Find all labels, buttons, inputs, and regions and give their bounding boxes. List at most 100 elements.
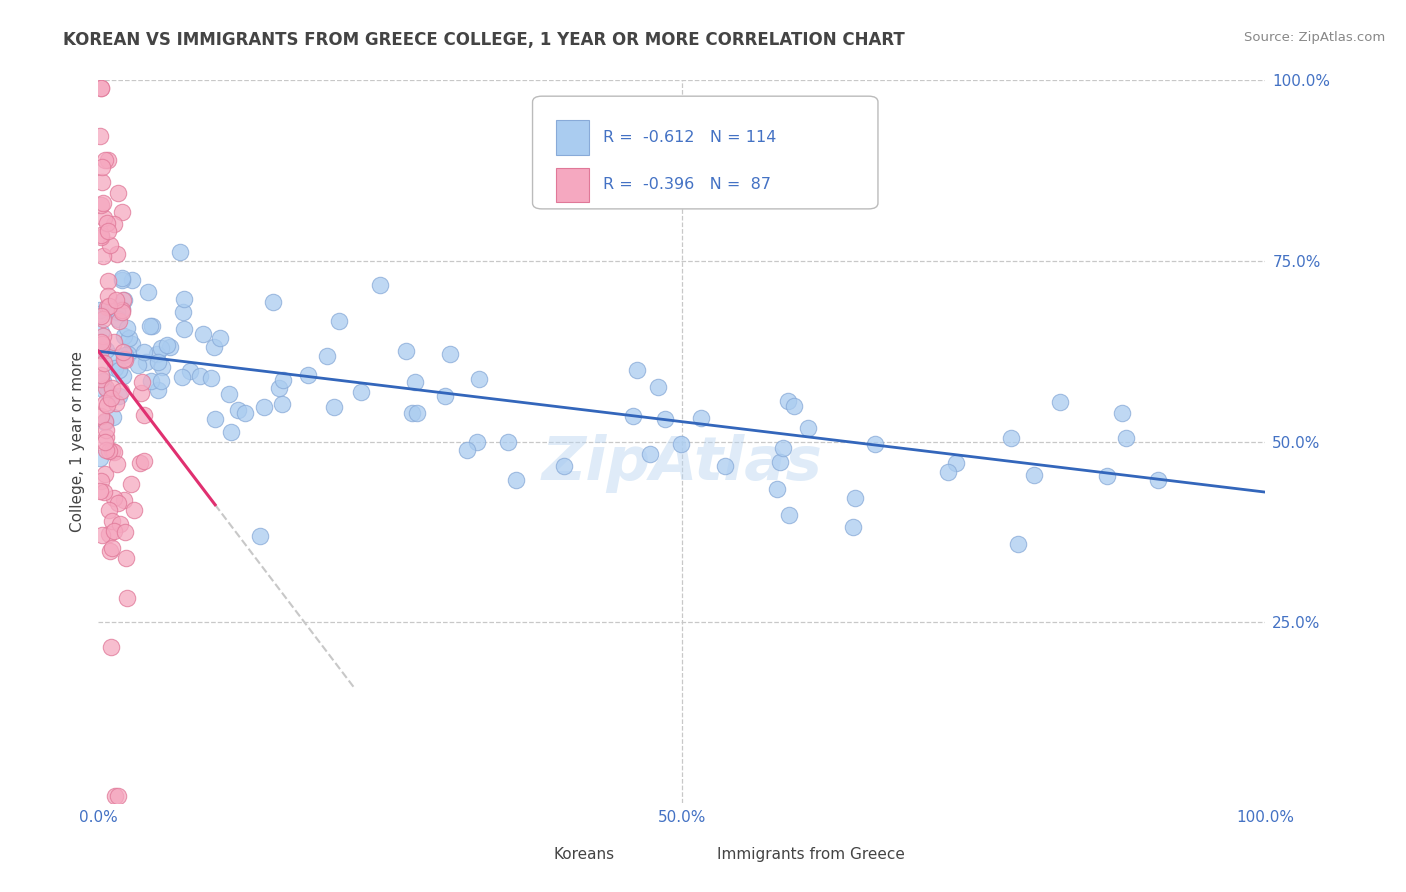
Point [228,403,250,417]
Point [94,430,117,444]
Point [97,384,120,399]
Point [297,368,319,383]
Point [111,204,134,219]
Text: R =  -0.612   N = 114: R = -0.612 N = 114 [603,130,776,145]
Point [91,249,114,263]
Point [103,445,125,459]
Point [90,368,112,382]
Point [93,329,115,343]
Point [204,412,226,426]
Point [114,525,136,540]
Point [146,355,169,369]
Point [112,293,135,307]
Point [404,375,426,389]
Point [93,484,115,499]
Point [90,474,112,488]
Point [690,410,713,425]
Y-axis label: College, 1 year or more: College, 1 year or more [69,351,84,532]
Point [89,451,111,466]
Point [90,80,112,95]
Point [233,406,256,420]
Point [401,406,423,420]
Point [93,211,115,225]
Point [778,508,800,523]
Point [139,319,162,334]
Point [101,514,124,528]
Point [91,374,114,388]
Point [118,331,141,345]
FancyBboxPatch shape [533,96,877,209]
Point [191,326,214,341]
Point [121,337,143,351]
Point [262,295,284,310]
Point [159,340,181,354]
Point [91,175,114,189]
Point [89,302,111,317]
Point [776,394,799,409]
Point [179,364,201,378]
Point [94,381,117,395]
Point [1115,431,1137,445]
Point [98,444,121,458]
Bar [519,842,544,868]
Point [100,349,122,363]
Point [368,277,391,292]
Point [94,435,117,450]
Bar [682,842,707,868]
Point [89,343,111,357]
Point [96,300,118,314]
Point [1000,431,1022,445]
Point [103,217,125,231]
Point [112,493,135,508]
Point [120,477,142,491]
Point [315,349,337,363]
Point [553,458,575,473]
Text: R =  -0.396   N =  87: R = -0.396 N = 87 [603,178,770,193]
Point [90,160,112,174]
Point [150,342,173,356]
Point [439,347,461,361]
Point [103,491,125,505]
Point [90,336,112,351]
Point [111,369,134,384]
Point [110,384,132,399]
Point [188,368,211,383]
Point [111,271,134,285]
Point [146,347,169,361]
Point [97,299,120,313]
Point [505,474,527,488]
Point [150,360,173,375]
Point [90,325,112,339]
Point [105,457,128,471]
Point [135,355,157,369]
Point [90,80,112,95]
Point [173,292,195,306]
Point [129,456,152,470]
Point [769,455,792,469]
Point [114,353,136,368]
Point [89,483,111,498]
Point [170,369,193,384]
Point [107,186,129,201]
Point [103,409,125,424]
Point [89,341,111,355]
Point [104,396,127,410]
Point [122,503,145,517]
Point [129,386,152,401]
Point [647,380,669,394]
Point [1111,406,1133,420]
Point [112,329,135,343]
Point [89,307,111,321]
Point [97,274,120,288]
Point [172,305,194,319]
Point [98,544,121,558]
Point [267,381,290,395]
Point [105,305,128,319]
Point [97,526,120,541]
Point [218,386,240,401]
Point [90,343,112,358]
Point [90,198,112,212]
Point [134,454,156,468]
Point [138,285,160,299]
Point [90,335,112,350]
